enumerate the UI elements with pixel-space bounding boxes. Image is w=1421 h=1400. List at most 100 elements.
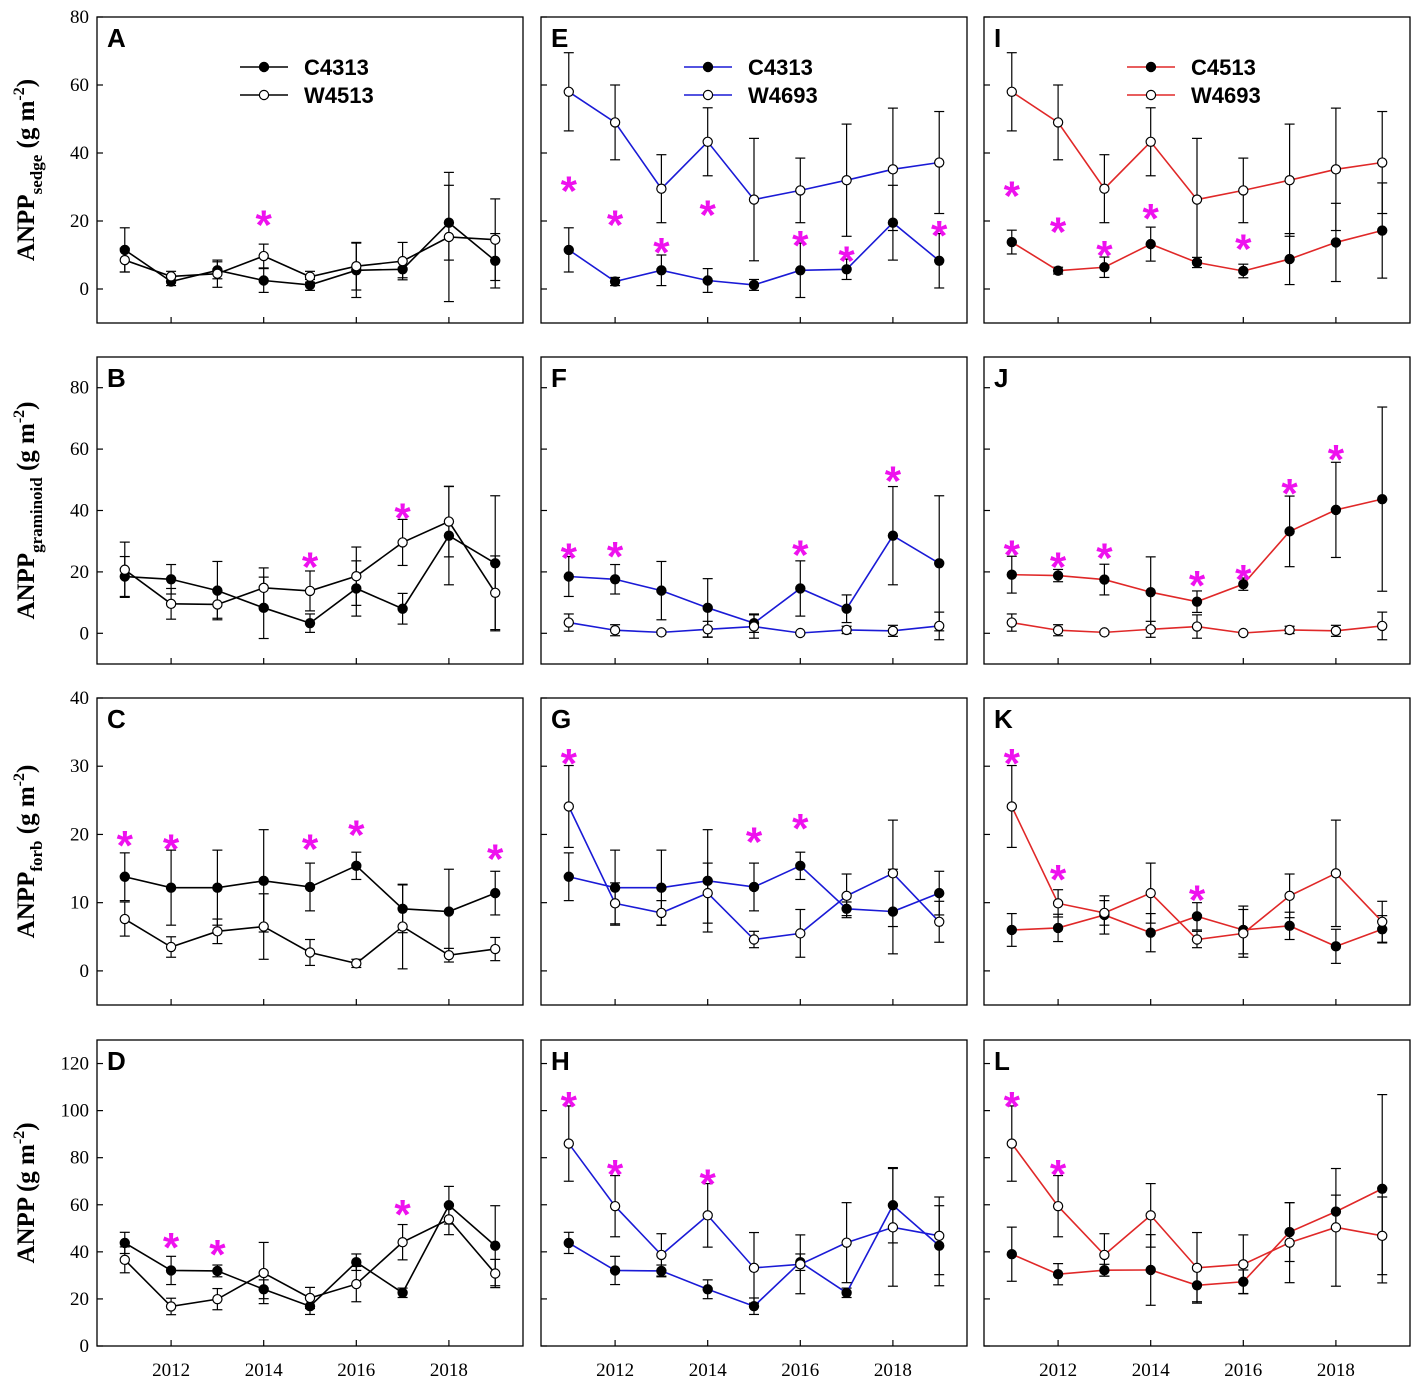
- data-point: [1099, 1249, 1110, 1261]
- data-point: [165, 574, 177, 585]
- panel-letter: G: [551, 704, 571, 734]
- legend-label: C4513: [1191, 55, 1256, 80]
- data-point: [656, 627, 667, 638]
- data-point: [1006, 924, 1017, 936]
- x-tick-label: 2018: [874, 1360, 912, 1381]
- data-point: [841, 1237, 852, 1248]
- x-tick-label: 2012: [596, 1360, 634, 1381]
- series-W4693-open: [1006, 764, 1388, 958]
- series-W4693-open: [563, 1105, 945, 1304]
- data-point: [1006, 1138, 1017, 1149]
- data-point: [702, 1284, 713, 1295]
- data-point: [748, 621, 760, 632]
- panel-F: F * * * *: [540, 356, 968, 665]
- data-point: [304, 947, 316, 958]
- significance-star: *: [1096, 232, 1113, 279]
- significance-star: *: [561, 534, 578, 581]
- y-tick-label: 60: [70, 75, 89, 96]
- panel-I: I * * * * * C4513 W4693: [983, 16, 1411, 324]
- significance-star: *: [607, 1151, 624, 1198]
- data-point: [119, 254, 130, 266]
- data-point: [841, 603, 852, 614]
- data-point: [1006, 617, 1017, 628]
- data-point: [748, 881, 760, 893]
- panel-L: 2012 2014 2016 2018 L * *: [983, 1039, 1411, 1381]
- panel-D: 0 20 40 60 80 100 120 2012 2014 2016 2018 D * * *: [61, 1039, 524, 1381]
- panel-frame: [96, 697, 524, 1006]
- significance-star: *: [746, 818, 763, 865]
- y-label-main: ANPP: [13, 194, 40, 261]
- data-point: [1284, 253, 1295, 265]
- data-point: [490, 1268, 501, 1279]
- data-point: [1052, 898, 1064, 909]
- panel-frame: [540, 697, 968, 1006]
- data-point: [934, 558, 945, 569]
- data-point: [304, 271, 316, 282]
- panel-frame: [96, 16, 524, 324]
- data-point: [1284, 890, 1295, 902]
- panel-H: 2012 2014 2016 2018 H * * *: [540, 1039, 968, 1381]
- data-point: [351, 1257, 362, 1268]
- series-W4513-open: [119, 1203, 501, 1316]
- data-point: [212, 268, 223, 279]
- data-point: [563, 1237, 574, 1249]
- data-point: [1284, 1237, 1295, 1248]
- x-tick-label: 2012: [1039, 1360, 1077, 1381]
- significance-star: *: [1235, 556, 1252, 603]
- significance-star: *: [561, 1083, 578, 1130]
- data-point: [1238, 627, 1249, 639]
- data-point: [795, 185, 806, 196]
- x-tick-label: 2016: [1224, 1360, 1262, 1381]
- data-point: [165, 882, 177, 893]
- x-tick-label: 2016: [781, 1360, 819, 1381]
- significance-star: *: [1004, 531, 1021, 578]
- data-point: [656, 882, 667, 893]
- data-point: [443, 231, 455, 243]
- data-point: [443, 516, 455, 527]
- data-point: [1238, 578, 1249, 590]
- data-point: [212, 882, 223, 893]
- data-point: [1145, 1210, 1156, 1221]
- significance-star: *: [700, 1161, 717, 1208]
- data-point: [563, 571, 574, 582]
- significance-star: *: [561, 740, 578, 787]
- panel-letter: L: [994, 1046, 1010, 1076]
- panel-letter: I: [994, 23, 1001, 53]
- significance-star: *: [792, 531, 809, 578]
- significance-star: *: [487, 836, 504, 883]
- data-point: [656, 907, 667, 919]
- data-point: [351, 860, 362, 872]
- significance-star: *: [1004, 740, 1021, 787]
- y-label-close: ): [13, 765, 40, 773]
- data-point: [841, 624, 852, 636]
- x-tick-label: 2014: [689, 1360, 728, 1381]
- data-point: [563, 86, 574, 98]
- series-C4313-filled: [119, 485, 501, 640]
- significance-star: *: [561, 168, 578, 215]
- data-point: [1330, 625, 1342, 637]
- data-point: [563, 244, 574, 256]
- y-tick-label: 40: [70, 143, 89, 164]
- y-label-close: ): [13, 401, 40, 409]
- data-point: [1238, 1259, 1249, 1270]
- data-point: [887, 868, 899, 879]
- y-tick-label: 60: [70, 1195, 89, 1216]
- panel-letter: C: [107, 704, 126, 734]
- data-point: [258, 921, 269, 932]
- y-tick-label: 0: [80, 623, 90, 644]
- data-point: [351, 570, 362, 582]
- significance-star: *: [163, 825, 180, 872]
- series-W4693-open: [1006, 52, 1388, 262]
- data-point: [165, 271, 177, 282]
- data-point: [934, 157, 945, 168]
- y-label-exponent: -2: [11, 1131, 28, 1144]
- significance-star: *: [1281, 470, 1298, 517]
- data-point: [1330, 237, 1342, 248]
- significance-star: *: [1235, 225, 1252, 272]
- data-point: [351, 1278, 362, 1290]
- x-tick-label: 2018: [1317, 1360, 1355, 1381]
- y-label-unit: (g m: [13, 1144, 40, 1192]
- legend-marker: [258, 89, 270, 101]
- significance-star: *: [1328, 436, 1345, 483]
- legend-label: W4693: [1191, 83, 1261, 108]
